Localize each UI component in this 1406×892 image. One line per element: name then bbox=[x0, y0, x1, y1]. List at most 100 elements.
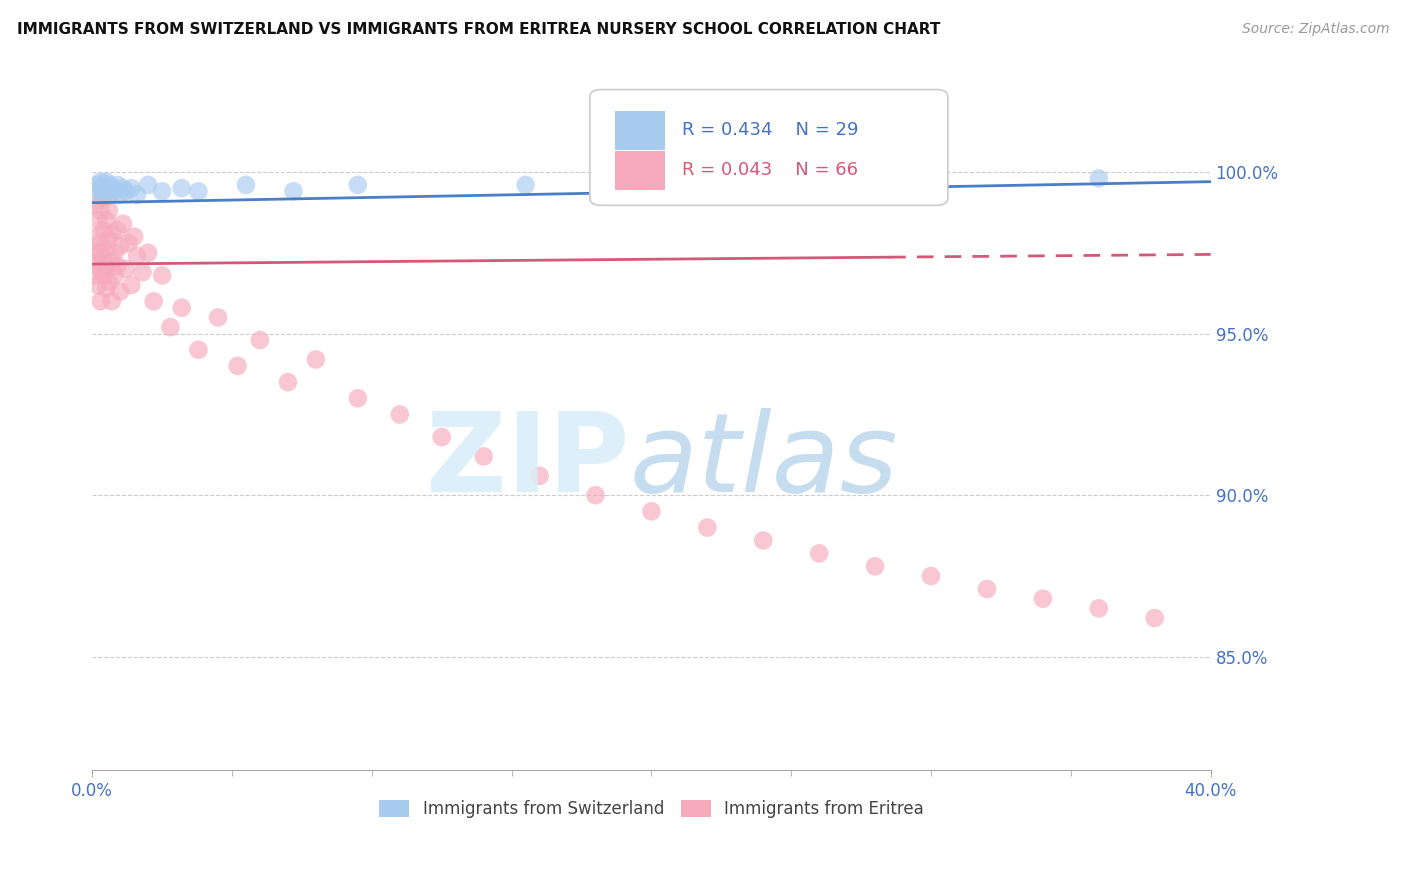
Point bbox=[346, 178, 368, 192]
Point bbox=[142, 294, 165, 309]
Point bbox=[120, 278, 142, 293]
Point bbox=[96, 243, 118, 257]
Point bbox=[1088, 171, 1111, 186]
Point bbox=[877, 178, 900, 192]
Point bbox=[97, 275, 120, 289]
Point bbox=[170, 181, 193, 195]
Text: ZIP: ZIP bbox=[426, 408, 628, 515]
Point bbox=[207, 310, 229, 325]
Point bbox=[235, 178, 257, 192]
FancyBboxPatch shape bbox=[614, 151, 665, 189]
Point bbox=[430, 430, 453, 444]
Point bbox=[131, 265, 153, 279]
Point bbox=[120, 181, 142, 195]
Point bbox=[150, 268, 173, 283]
Point bbox=[125, 187, 148, 202]
Point bbox=[752, 533, 775, 548]
Text: Source: ZipAtlas.com: Source: ZipAtlas.com bbox=[1241, 22, 1389, 37]
Point bbox=[159, 320, 181, 334]
Point bbox=[111, 181, 134, 195]
Point bbox=[1088, 601, 1111, 615]
Point bbox=[84, 185, 107, 199]
Point bbox=[529, 468, 551, 483]
Point bbox=[97, 178, 120, 192]
Point bbox=[187, 185, 209, 199]
Point bbox=[808, 546, 831, 560]
Point bbox=[96, 281, 118, 295]
Point bbox=[90, 203, 112, 218]
Point bbox=[84, 197, 107, 211]
Point bbox=[97, 233, 120, 247]
Point bbox=[103, 268, 125, 283]
Point bbox=[696, 520, 718, 534]
Point bbox=[136, 178, 159, 192]
Point bbox=[84, 268, 107, 283]
Point bbox=[90, 181, 112, 195]
Point bbox=[515, 178, 537, 192]
Point bbox=[93, 191, 115, 205]
Point bbox=[170, 301, 193, 315]
Text: R = 0.043    N = 66: R = 0.043 N = 66 bbox=[682, 161, 858, 179]
Point bbox=[93, 223, 115, 237]
Point bbox=[103, 185, 125, 199]
Point bbox=[249, 333, 271, 347]
Point bbox=[117, 236, 139, 251]
Text: IMMIGRANTS FROM SWITZERLAND VS IMMIGRANTS FROM ERITREA NURSERY SCHOOL CORRELATIO: IMMIGRANTS FROM SWITZERLAND VS IMMIGRANT… bbox=[17, 22, 941, 37]
Point bbox=[696, 175, 718, 189]
Point bbox=[226, 359, 249, 373]
Point bbox=[87, 213, 110, 227]
Point bbox=[105, 223, 128, 237]
FancyBboxPatch shape bbox=[591, 89, 948, 205]
Point bbox=[93, 268, 115, 283]
Point bbox=[125, 249, 148, 263]
Point bbox=[103, 245, 125, 260]
Point bbox=[111, 217, 134, 231]
Point bbox=[136, 245, 159, 260]
Point bbox=[640, 504, 662, 518]
Point bbox=[93, 252, 115, 267]
Point bbox=[187, 343, 209, 357]
Point bbox=[100, 181, 122, 195]
Point bbox=[96, 213, 118, 227]
Text: R = 0.434    N = 29: R = 0.434 N = 29 bbox=[682, 121, 858, 139]
Point bbox=[114, 185, 136, 199]
FancyBboxPatch shape bbox=[614, 111, 665, 150]
Point bbox=[388, 408, 411, 422]
Point bbox=[105, 259, 128, 273]
Point bbox=[976, 582, 998, 596]
Point bbox=[100, 227, 122, 241]
Point bbox=[122, 229, 145, 244]
Point bbox=[87, 229, 110, 244]
Point bbox=[585, 488, 607, 502]
Point bbox=[1032, 591, 1054, 606]
Point bbox=[96, 175, 118, 189]
Point bbox=[87, 255, 110, 269]
Point bbox=[97, 203, 120, 218]
Point bbox=[100, 255, 122, 269]
Point bbox=[84, 245, 107, 260]
Point bbox=[920, 569, 942, 583]
Point bbox=[87, 278, 110, 293]
Point bbox=[93, 178, 115, 192]
Point bbox=[87, 178, 110, 192]
Point bbox=[108, 285, 131, 299]
Point bbox=[108, 239, 131, 253]
Text: atlas: atlas bbox=[628, 408, 897, 515]
Point bbox=[90, 294, 112, 309]
Point bbox=[108, 187, 131, 202]
Point bbox=[277, 375, 299, 389]
Point bbox=[305, 352, 328, 367]
Point bbox=[97, 187, 120, 202]
Point bbox=[96, 185, 118, 199]
Point bbox=[346, 391, 368, 405]
Point bbox=[90, 236, 112, 251]
Point bbox=[90, 245, 112, 260]
Point bbox=[472, 450, 495, 464]
Point bbox=[283, 185, 305, 199]
Point bbox=[114, 262, 136, 277]
Point bbox=[96, 262, 118, 277]
Point bbox=[90, 175, 112, 189]
Point bbox=[1143, 611, 1166, 625]
Point bbox=[105, 178, 128, 192]
Point bbox=[100, 294, 122, 309]
